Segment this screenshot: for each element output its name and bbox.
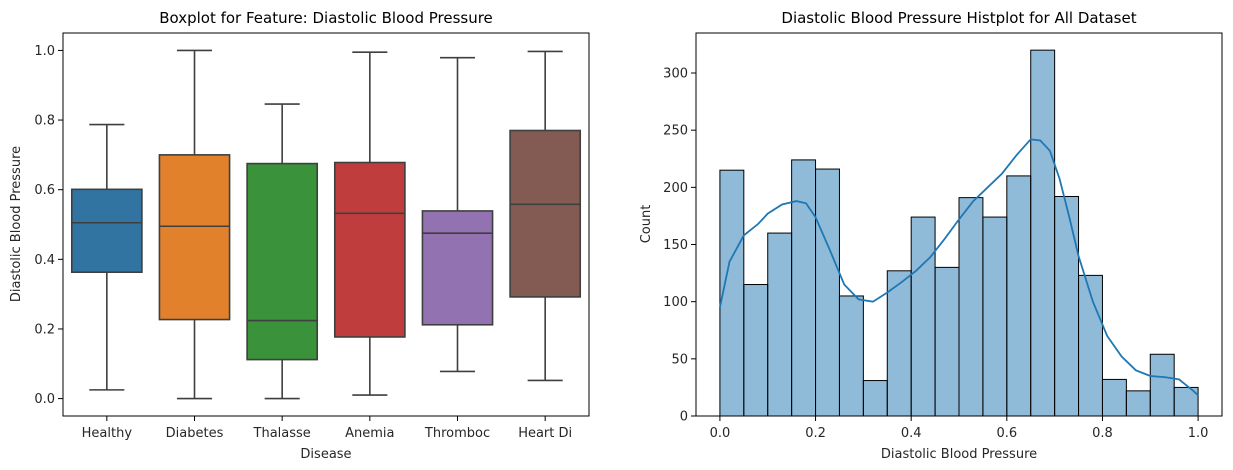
boxplot-x-tick-label: Thalasse xyxy=(253,426,311,441)
boxplot-x-tick-label: Anemia xyxy=(345,426,394,441)
kde-curve xyxy=(719,138,1199,397)
boxplot-panel: Boxplot for Feature: Diastolic Blood Pre… xyxy=(9,9,590,462)
boxplot-title: Boxplot for Feature: Diastolic Blood Pre… xyxy=(159,9,493,27)
hist-bar xyxy=(1125,390,1151,417)
histogram-content: 0 50 100 150 200 250 300 0.0 0.2 0.4 0.6 0.8 1.0 xyxy=(663,49,1209,441)
boxplot-y-tick-label: 1.0 xyxy=(34,44,55,59)
histogram-y-tick-label: 200 xyxy=(663,181,688,196)
histogram-x-tick-label: 0.2 xyxy=(805,426,826,441)
hist-bar xyxy=(1101,378,1127,417)
box-iqr xyxy=(421,210,494,326)
histogram-y-axis-label: Count xyxy=(639,205,654,244)
hist-bar xyxy=(1149,353,1175,417)
hist-bar xyxy=(958,197,984,417)
boxplot-x-tick-label: Thromboc xyxy=(424,426,490,441)
box-iqr xyxy=(158,154,231,321)
boxplot-y-tick-label: 0.2 xyxy=(34,322,55,337)
box-anemia xyxy=(333,51,406,396)
hist-bar xyxy=(1030,49,1056,417)
histogram-x-axis-label: Diastolic Blood Pressure xyxy=(881,447,1037,462)
boxplot-content: 0.0 0.2 0.4 0.6 0.8 1.0 Healthy Diabetes Thalass… xyxy=(34,44,582,441)
box-iqr xyxy=(333,161,406,338)
hist-bar xyxy=(910,216,936,417)
box-thalasse xyxy=(246,103,319,400)
boxplot-axes-frame xyxy=(62,32,590,417)
histogram-y-tick-label: 50 xyxy=(671,352,688,367)
boxplot-x-tick-label: Heart Di xyxy=(518,426,572,441)
hist-bar xyxy=(886,270,912,417)
box-diabetes xyxy=(158,49,231,400)
histogram-y-tick-label: 100 xyxy=(663,295,688,310)
hist-bar xyxy=(767,232,793,417)
hist-bar xyxy=(743,284,769,417)
boxplot-x-tick-label: Healthy xyxy=(82,426,133,441)
boxplot-x-tick-label: Diabetes xyxy=(166,426,224,441)
histogram-x-tick-label: 0.8 xyxy=(1092,426,1113,441)
hist-bar xyxy=(982,216,1008,417)
box-thromboc xyxy=(421,56,494,373)
box-heart-di xyxy=(509,50,582,382)
boxplot-y-tick-label: 0.0 xyxy=(34,392,55,407)
histogram-axes-frame xyxy=(695,32,1223,417)
hist-bar xyxy=(1054,195,1080,417)
hist-bar xyxy=(934,266,960,417)
histogram-x-tick-label: 0.4 xyxy=(901,426,922,441)
histogram-title: Diastolic Blood Pressure Histplot for Al… xyxy=(781,9,1136,27)
boxplot-x-axis-label: Disease xyxy=(300,447,351,462)
hist-bar xyxy=(1006,175,1032,417)
boxplot-y-tick-label: 0.4 xyxy=(34,253,55,268)
hist-bar xyxy=(838,295,864,417)
histogram-x-tick-label: 1.0 xyxy=(1188,426,1209,441)
hist-bar xyxy=(862,380,888,417)
histogram-y-tick-label: 0 xyxy=(680,410,688,425)
box-healthy xyxy=(70,123,143,391)
histogram-y-tick-label: 150 xyxy=(663,238,688,253)
boxplot-y-tick-label: 0.6 xyxy=(34,183,55,198)
hist-bar xyxy=(815,168,840,417)
box-iqr xyxy=(246,162,319,361)
histogram-x-tick-label: 0.0 xyxy=(710,426,731,441)
histogram-x-tick-label: 0.6 xyxy=(996,426,1017,441)
boxplot-y-axis-label: Diastolic Blood Pressure xyxy=(9,146,24,302)
box-iqr xyxy=(70,188,143,274)
histogram-panel: Diastolic Blood Pressure Histplot for Al… xyxy=(639,9,1223,462)
histogram-y-tick-label: 300 xyxy=(663,67,688,82)
boxplot-y-tick-label: 0.8 xyxy=(34,114,55,129)
box-iqr xyxy=(509,129,582,298)
histogram-y-tick-label: 250 xyxy=(663,124,688,139)
hist-bar xyxy=(791,159,817,417)
